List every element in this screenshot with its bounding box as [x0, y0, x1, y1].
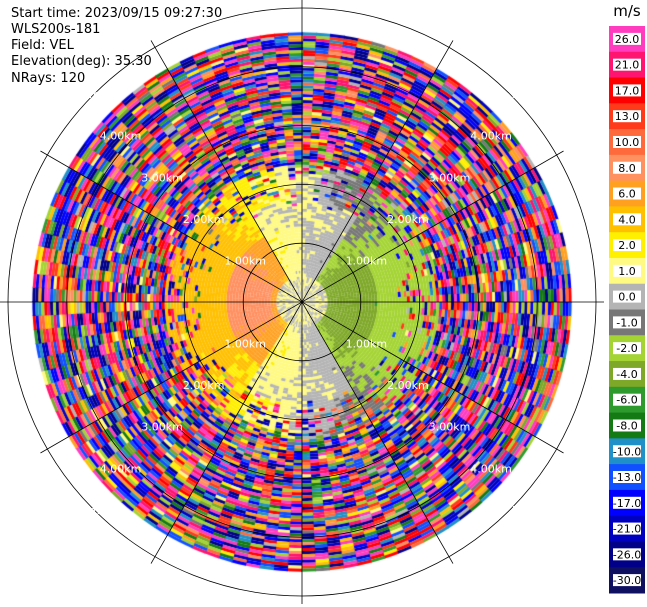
range-ring-labels: 1.00km 1.00km 1.00km 1.00km 2.00km 2.00km 2.00…: [58, 88, 553, 517]
colorbar-tick-bg: [613, 110, 641, 123]
colorbar-tick-bg: [613, 187, 641, 200]
range-ring-label: 2.00km: [183, 213, 225, 226]
colorbar-tick-label: -1.0: [616, 316, 637, 329]
range-ring-label: 3.00km: [141, 421, 183, 434]
colorbar-tick-bg: [613, 161, 641, 174]
range-ring-label: 1.00km: [346, 254, 388, 267]
azimuth-line-150: [150, 40, 454, 564]
colorbar-tick-label: -17.0: [613, 497, 641, 510]
range-ring-label: 4.00km: [100, 130, 142, 143]
colorbar-tick-labels: 26.0 21.0 17.0 13.0 10.0 8.0 6.0 4.0 2.0 1.0 0.0 -1…: [613, 32, 641, 587]
nrays-text: NRays: 120: [11, 71, 86, 86]
colorbar-tick-bg: [613, 264, 641, 277]
colorbar-tick-label: -8.0: [616, 419, 637, 432]
range-ring-label: 4.00km: [470, 130, 512, 143]
range-ring-label: 3.00km: [141, 171, 183, 184]
azimuth-lines: [0, 0, 604, 604]
range-ring-label: 5.00km: [512, 88, 554, 101]
colorbar-tick-label: 13.0: [615, 110, 640, 123]
range-ring-label: 4.00km: [100, 462, 142, 475]
colorbar-tick-bg: [613, 471, 641, 484]
range-ring-label: 3.00km: [429, 421, 471, 434]
colorbar-tick-label: -30.0: [613, 574, 641, 587]
colorbar-tick-bg: [613, 213, 641, 226]
colorbar-tick-label: -4.0: [616, 368, 637, 381]
colorbar-tick-label: 2.0: [618, 239, 636, 252]
range-ring-label: 1.00km: [346, 338, 388, 351]
colorbar-tick-bg: [613, 393, 641, 406]
colorbar-tick-label: 21.0: [615, 59, 640, 72]
colorbar-tick-bg: [613, 496, 641, 509]
range-ring-label: 2.00km: [387, 379, 429, 392]
colorbar-unit-label: m/s: [613, 2, 641, 20]
colorbar-tick-bg: [613, 135, 641, 148]
colorbar-tick-label: -21.0: [613, 523, 641, 536]
colorbar-tick-label: 1.0: [618, 265, 636, 278]
colorbar-tick-label: -26.0: [613, 548, 641, 561]
colorbar-tick-bg: [613, 316, 641, 329]
range-ring-label: 5.00km: [58, 504, 100, 517]
colorbar-tick-bg: [613, 548, 641, 561]
colorbar-tick-label: -10.0: [613, 445, 641, 458]
colorbar-tick-label: 4.0: [618, 213, 636, 226]
colorbar-tick-label: -6.0: [616, 394, 637, 407]
colorbar-tick-label: 17.0: [615, 84, 640, 97]
colorbar-tick-label: -13.0: [613, 471, 641, 484]
colorbar-tick-bg: [613, 239, 641, 252]
colorbar-tick-label: 10.0: [615, 136, 640, 149]
colorbar-tick-bg: [613, 367, 641, 380]
colorbar-tick-bg: [613, 290, 641, 303]
range-ring-label: 2.00km: [183, 379, 225, 392]
colorbar-tick-label: 8.0: [618, 162, 636, 175]
range-ring-label: 3.00km: [429, 171, 471, 184]
range-ring-label: 5.00km: [58, 88, 100, 101]
colorbar-tick-bg: [613, 58, 641, 71]
colorbar-tick-label: 0.0: [618, 291, 636, 304]
colorbar-tick-bg: [613, 84, 641, 97]
range-ring-label: 1.00km: [224, 254, 266, 267]
start-time-text: Start time: 2023/09/15 09:27:30: [11, 6, 223, 21]
colorbar-tick-bg: [613, 342, 641, 355]
range-ring-label: 2.00km: [387, 213, 429, 226]
instrument-text: WLS200s-181: [11, 22, 101, 37]
range-ring-label: 1.00km: [224, 338, 266, 351]
colorbar-tick-bg: [613, 32, 641, 45]
colorbar-tick-label: -2.0: [616, 342, 637, 355]
colorbar-tick-bg: [613, 574, 641, 587]
colorbar-tick-label: 26.0: [615, 33, 640, 46]
colorbar-tick-label: 6.0: [618, 188, 636, 201]
range-ring-label: 4.00km: [470, 462, 512, 475]
colorbar-tick-bg: [613, 522, 641, 535]
field-text: Field: VEL: [11, 38, 74, 53]
elevation-text: Elevation(deg): 35.30: [11, 54, 152, 69]
colorbar-tick-bg: [613, 445, 641, 458]
range-ring-label: 5.00km: [512, 504, 554, 517]
colorbar-tick-bg: [613, 419, 641, 432]
